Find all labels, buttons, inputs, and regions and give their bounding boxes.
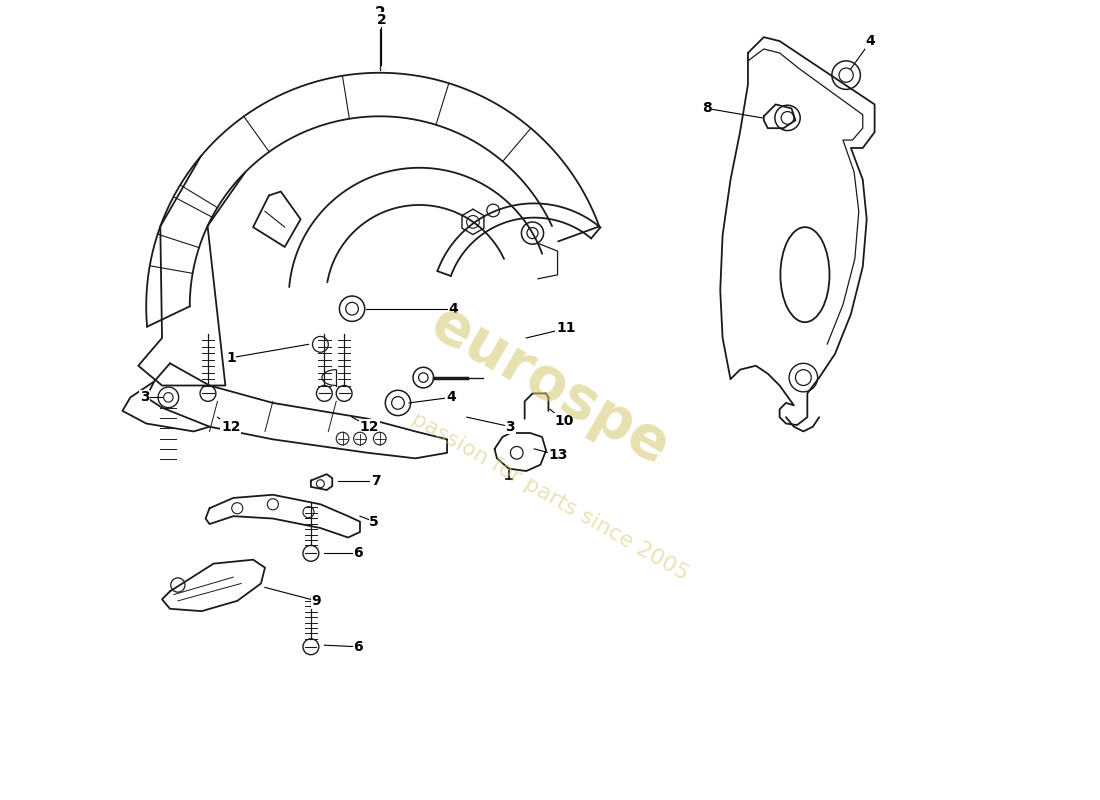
Text: 2: 2 [374,6,385,22]
Text: 4: 4 [447,390,455,404]
Text: 3: 3 [506,420,515,434]
Text: 2: 2 [376,13,386,26]
Text: 12: 12 [221,420,241,434]
Text: 4: 4 [866,34,876,48]
Text: 9: 9 [311,594,321,608]
Text: 6: 6 [353,546,363,560]
Text: 8: 8 [702,102,712,115]
Text: 5: 5 [370,514,379,529]
Text: passion for parts since 2005: passion for parts since 2005 [408,409,692,584]
Text: 7: 7 [371,474,381,487]
Text: 12: 12 [360,420,379,434]
Text: 3: 3 [140,390,150,404]
Text: 13: 13 [548,448,568,462]
Text: 6: 6 [353,640,363,654]
Text: 1: 1 [226,350,235,365]
Text: 10: 10 [554,414,574,428]
Text: eurospe: eurospe [420,294,680,477]
Text: 11: 11 [557,322,575,335]
Text: 4: 4 [449,302,459,316]
